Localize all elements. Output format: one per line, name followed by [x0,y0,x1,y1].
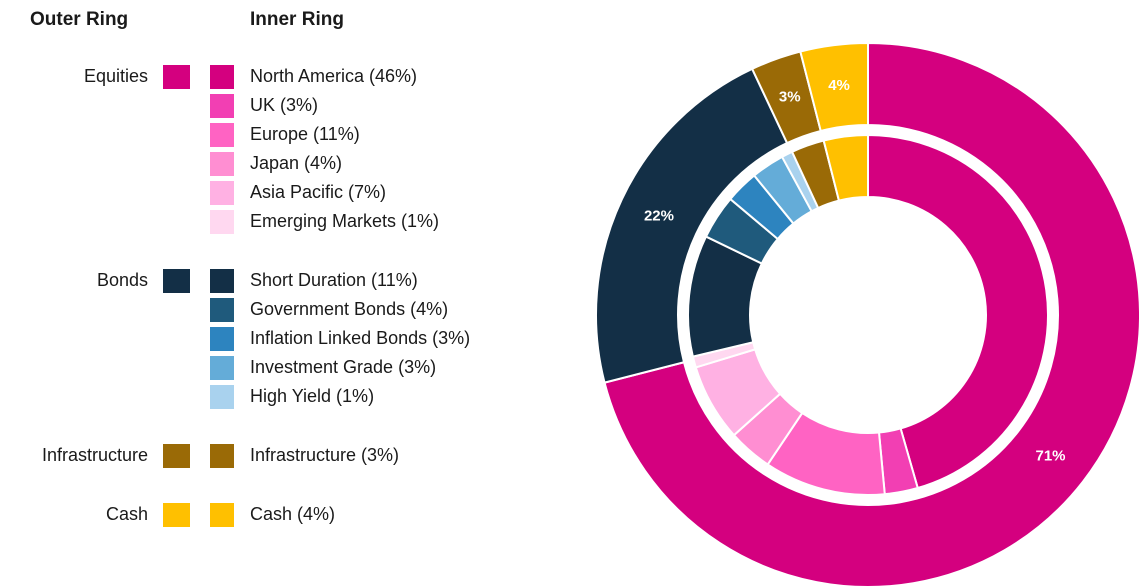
inner-legend-swatch [210,181,234,205]
inner-legend-label: Emerging Markets (1%) [250,211,439,231]
outer-legend-swatch [163,65,190,89]
outer-value-label: 71% [1036,448,1066,465]
inner-legend-label: Investment Grade (3%) [250,357,436,377]
outer-value-label: 22% [644,208,674,225]
inner-legend-swatch [210,152,234,176]
outer-slice [799,41,869,133]
outer-legend-title: Outer Ring [30,9,128,30]
inner-legend-label: Europe (11%) [250,124,360,144]
inner-slice [822,133,869,202]
inner-legend-swatch [210,210,234,234]
outer-slice [595,67,789,384]
outer-legend-label: Bonds [97,270,148,290]
outer-value-label: 3% [779,89,801,106]
inner-legend-swatch [210,65,234,89]
inner-legend-label: Asia Pacific (7%) [250,182,386,202]
inner-legend-label: Government Bonds (4%) [250,299,448,319]
inner-legend-label: High Yield (1%) [250,386,374,406]
inner-legend-swatch [210,356,234,380]
inner-legend-swatch [210,269,234,293]
outer-legend-label: Infrastructure [42,445,148,465]
inner-legend-swatch [210,327,234,351]
inner-legend-label: Short Duration (11%) [250,270,418,290]
inner-legend-swatch [210,123,234,147]
inner-legend-label: Cash (4%) [250,504,335,524]
inner-legend-swatch [210,503,234,527]
inner-slice [867,133,1049,490]
outer-legend-label: Equities [84,66,148,86]
inner-legend-title: Inner Ring [250,9,344,30]
inner-legend-label: Inflation Linked Bonds (3%) [250,328,470,348]
inner-legend-label: Japan (4%) [250,153,342,173]
inner-legend-swatch [210,94,234,118]
outer-value-label: 4% [828,77,850,94]
inner-legend-swatch [210,385,234,409]
outer-legend-label: Cash [106,504,148,524]
outer-legend-swatch [163,269,190,293]
inner-legend-label: North America (46%) [250,66,417,86]
inner-legend-label: Infrastructure (3%) [250,445,399,465]
inner-legend-swatch [210,444,234,468]
inner-legend-label: UK (3%) [250,95,318,115]
outer-legend-swatch [163,444,190,468]
outer-legend-swatch [163,503,190,527]
inner-legend-swatch [210,298,234,322]
outer-slice [603,41,1139,587]
